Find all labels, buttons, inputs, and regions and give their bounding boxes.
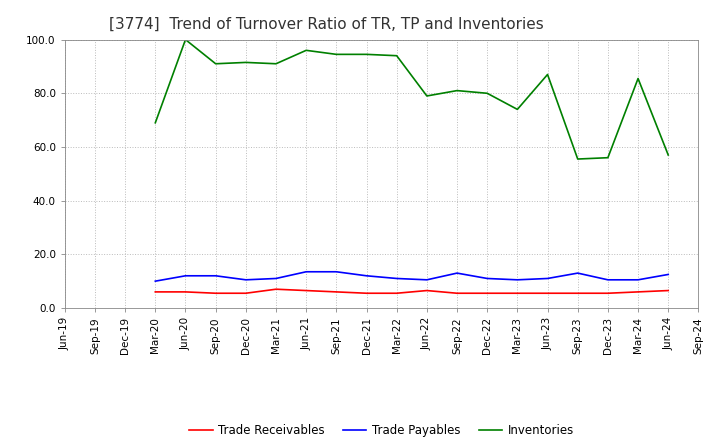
Trade Receivables bbox=[483, 290, 492, 296]
Inventories bbox=[151, 120, 160, 125]
Trade Payables bbox=[212, 273, 220, 279]
Inventories bbox=[513, 107, 522, 112]
Trade Payables bbox=[392, 276, 401, 281]
Trade Receivables bbox=[302, 288, 310, 293]
Inventories bbox=[271, 61, 280, 66]
Line: Trade Receivables: Trade Receivables bbox=[156, 289, 668, 293]
Inventories bbox=[664, 152, 672, 158]
Trade Payables bbox=[302, 269, 310, 275]
Trade Payables bbox=[573, 271, 582, 276]
Inventories bbox=[181, 37, 190, 42]
Inventories bbox=[362, 52, 371, 57]
Line: Trade Payables: Trade Payables bbox=[156, 272, 668, 281]
Trade Receivables bbox=[603, 290, 612, 296]
Trade Payables bbox=[513, 277, 522, 282]
Trade Receivables bbox=[332, 289, 341, 294]
Trade Receivables bbox=[453, 290, 462, 296]
Trade Receivables bbox=[212, 290, 220, 296]
Trade Payables bbox=[483, 276, 492, 281]
Trade Receivables bbox=[181, 289, 190, 294]
Trade Receivables bbox=[241, 290, 250, 296]
Trade Receivables bbox=[513, 290, 522, 296]
Trade Receivables bbox=[664, 288, 672, 293]
Trade Payables bbox=[634, 277, 642, 282]
Inventories bbox=[483, 91, 492, 96]
Trade Payables bbox=[603, 277, 612, 282]
Trade Payables bbox=[151, 279, 160, 284]
Trade Payables bbox=[181, 273, 190, 279]
Trade Payables bbox=[423, 277, 431, 282]
Trade Receivables bbox=[392, 290, 401, 296]
Line: Inventories: Inventories bbox=[156, 40, 668, 159]
Inventories bbox=[453, 88, 462, 93]
Trade Receivables bbox=[543, 290, 552, 296]
Inventories bbox=[634, 76, 642, 81]
Trade Payables bbox=[332, 269, 341, 275]
Trade Receivables bbox=[362, 290, 371, 296]
Inventories bbox=[573, 156, 582, 161]
Trade Payables bbox=[543, 276, 552, 281]
Trade Payables bbox=[271, 276, 280, 281]
Inventories bbox=[302, 48, 310, 53]
Trade Receivables bbox=[634, 289, 642, 294]
Trade Payables bbox=[241, 277, 250, 282]
Trade Receivables bbox=[271, 286, 280, 292]
Inventories bbox=[543, 72, 552, 77]
Trade Receivables bbox=[151, 289, 160, 294]
Inventories bbox=[332, 52, 341, 57]
Inventories bbox=[603, 155, 612, 160]
Trade Receivables bbox=[573, 290, 582, 296]
Text: [3774]  Trend of Turnover Ratio of TR, TP and Inventories: [3774] Trend of Turnover Ratio of TR, TP… bbox=[109, 16, 544, 32]
Trade Payables bbox=[664, 272, 672, 277]
Trade Payables bbox=[453, 271, 462, 276]
Inventories bbox=[212, 61, 220, 66]
Legend: Trade Receivables, Trade Payables, Inventories: Trade Receivables, Trade Payables, Inven… bbox=[184, 419, 579, 440]
Inventories bbox=[423, 93, 431, 99]
Inventories bbox=[241, 60, 250, 65]
Trade Receivables bbox=[423, 288, 431, 293]
Inventories bbox=[392, 53, 401, 59]
Trade Payables bbox=[362, 273, 371, 279]
